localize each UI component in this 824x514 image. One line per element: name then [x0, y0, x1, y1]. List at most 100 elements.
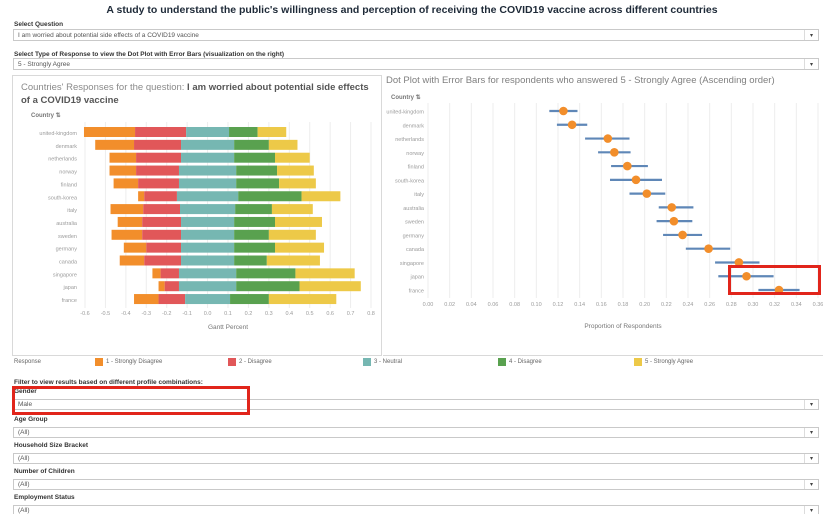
bar-segment[interactable] [234, 139, 269, 150]
bar-segment[interactable] [110, 204, 144, 215]
dot[interactable] [678, 230, 687, 240]
bar-segment[interactable] [146, 242, 182, 253]
bar-segment[interactable] [143, 204, 180, 215]
bar-segment[interactable] [136, 152, 182, 163]
filter-select-number-of-children[interactable]: (All) ▾ [13, 479, 819, 490]
country-label[interactable]: australia [403, 206, 425, 212]
filter-select-employment-status[interactable]: (All) ▾ [13, 505, 819, 514]
dot[interactable] [669, 216, 679, 226]
stacked-bar-chart[interactable]: -0.6 -0.5 -0.4 -0.3 -0.2 -0.1 0.0 0.1 0.2 0.3 0.4 0… [13, 120, 383, 336]
dot[interactable] [667, 203, 677, 212]
country-label[interactable]: netherlands [395, 137, 424, 143]
legend-item[interactable]: 3 - Neutral [363, 358, 402, 366]
bar-segment[interactable] [144, 255, 182, 266]
question-select[interactable]: I am worried about potential side effect… [13, 29, 819, 41]
bar-segment[interactable] [236, 165, 278, 176]
bar-segment[interactable] [274, 152, 310, 163]
bar-segment[interactable] [236, 281, 300, 292]
dot[interactable] [623, 161, 632, 171]
country-label[interactable]: denmark [403, 123, 425, 129]
dot[interactable] [567, 120, 577, 130]
bar-segment[interactable] [181, 152, 235, 163]
bar-segment[interactable] [279, 178, 316, 189]
country-label[interactable]: singapore [400, 261, 424, 267]
bar-segment[interactable] [230, 294, 269, 305]
dot[interactable] [559, 106, 568, 116]
bar-segment[interactable] [119, 255, 145, 266]
bar-segment[interactable] [238, 191, 302, 202]
bar-segment[interactable] [274, 242, 325, 253]
country-label[interactable]: united-kingdom [386, 110, 424, 116]
country-label[interactable]: south-korea [395, 178, 425, 184]
country-sort-header-right[interactable]: Country ⇅ [391, 94, 421, 101]
filter-select-age-group[interactable]: (All) ▾ [13, 427, 819, 438]
bar-segment[interactable] [178, 268, 237, 279]
dot[interactable] [610, 148, 619, 157]
dot[interactable] [734, 258, 744, 267]
bar-segment[interactable] [109, 152, 137, 163]
bar-segment[interactable] [271, 204, 313, 215]
country-label[interactable]: japan [63, 285, 77, 291]
country-label[interactable]: italy [67, 208, 77, 214]
bar-segment[interactable] [178, 165, 237, 176]
dot[interactable] [642, 189, 652, 198]
country-label[interactable]: denmark [56, 144, 78, 150]
country-label[interactable]: japan [410, 275, 424, 281]
response-type-select[interactable]: 5 - Strongly Agree ▾ [13, 58, 819, 70]
country-label[interactable]: finland [61, 182, 77, 188]
dot[interactable] [774, 285, 784, 295]
bar-segment[interactable] [299, 281, 361, 292]
bar-segment[interactable] [179, 204, 236, 215]
bar-segment[interactable] [181, 242, 235, 253]
bar-segment[interactable] [142, 229, 182, 240]
country-sort-header-left[interactable]: Country ⇅ [31, 112, 61, 119]
bar-segment[interactable] [158, 294, 186, 305]
bar-segment[interactable] [274, 216, 322, 227]
bar-segment[interactable] [134, 139, 182, 150]
legend-item[interactable]: 5 - Strongly Agree [634, 358, 693, 366]
bar-segment[interactable] [257, 127, 287, 137]
country-label[interactable]: canada [59, 260, 78, 266]
bar-segment[interactable] [138, 178, 179, 189]
bar-segment[interactable] [138, 191, 145, 202]
bar-segment[interactable] [134, 294, 159, 305]
country-label[interactable]: germany [56, 247, 78, 253]
bar-segment[interactable] [117, 216, 143, 227]
bar-segment[interactable] [181, 255, 235, 266]
country-label[interactable]: norway [59, 170, 77, 176]
legend-item[interactable]: 4 - Disagree [498, 358, 542, 366]
bar-segment[interactable] [277, 165, 314, 176]
bar-segment[interactable] [185, 294, 231, 305]
dot[interactable] [742, 271, 751, 281]
bar-segment[interactable] [181, 216, 235, 227]
bar-segment[interactable] [186, 127, 230, 137]
country-label[interactable]: italy [414, 192, 424, 198]
dot[interactable] [704, 244, 713, 253]
bar-segment[interactable] [229, 127, 258, 137]
bar-segment[interactable] [268, 229, 316, 240]
bar-segment[interactable] [266, 255, 320, 266]
legend-item[interactable]: 1 - Strongly Disagree [95, 358, 162, 366]
bar-segment[interactable] [268, 139, 298, 150]
filter-select-household-size-bracket[interactable]: (All) ▾ [13, 453, 819, 464]
bar-segment[interactable] [164, 281, 179, 292]
bar-segment[interactable] [158, 281, 165, 292]
dot-plot-chart[interactable]: 0.00 0.02 0.04 0.06 0.08 0.10 0.12 0.14 0.16 0.18… [383, 100, 823, 338]
bar-segment[interactable] [234, 255, 267, 266]
bar-segment[interactable] [234, 152, 275, 163]
country-label[interactable]: singapore [53, 272, 77, 278]
bar-segment[interactable] [123, 242, 147, 253]
country-label[interactable]: south-korea [48, 195, 78, 201]
country-label[interactable]: netherlands [48, 157, 77, 163]
country-label[interactable]: united-kingdom [39, 131, 77, 137]
bar-segment[interactable] [109, 165, 137, 176]
bar-segment[interactable] [234, 242, 275, 253]
filter-select-gender[interactable]: Male ▾ [13, 399, 819, 410]
bar-segment[interactable] [160, 268, 179, 279]
bar-segment[interactable] [95, 139, 135, 150]
country-label[interactable]: germany [403, 233, 425, 239]
dot[interactable] [603, 134, 613, 143]
country-label[interactable]: australia [56, 221, 78, 227]
bar-segment[interactable] [235, 204, 272, 215]
country-label[interactable]: sweden [405, 220, 424, 226]
